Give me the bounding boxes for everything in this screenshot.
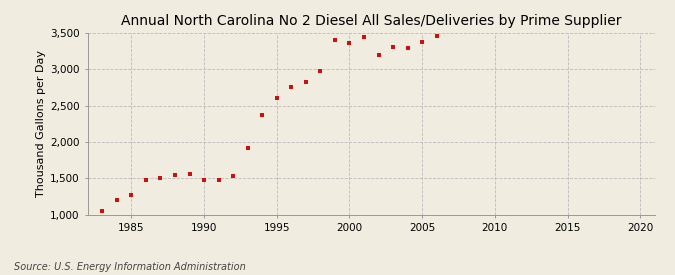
Y-axis label: Thousand Gallons per Day: Thousand Gallons per Day (36, 50, 46, 197)
Text: Source: U.S. Energy Information Administration: Source: U.S. Energy Information Administ… (14, 262, 245, 272)
Title: Annual North Carolina No 2 Diesel All Sales/Deliveries by Prime Supplier: Annual North Carolina No 2 Diesel All Sa… (121, 14, 622, 28)
